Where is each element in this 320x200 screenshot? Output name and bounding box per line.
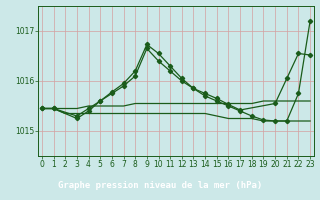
Text: Graphe pression niveau de la mer (hPa): Graphe pression niveau de la mer (hPa) [58,181,262,190]
